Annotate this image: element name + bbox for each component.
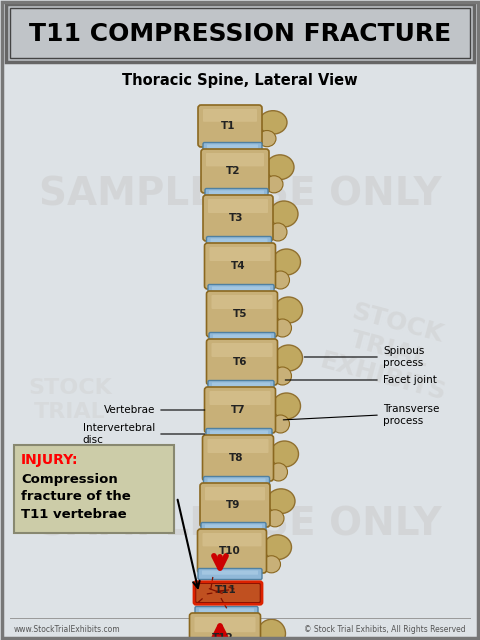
Text: STOCK
TRIAL
EXHIBITS: STOCK TRIAL EXHIBITS <box>317 295 463 405</box>
FancyBboxPatch shape <box>209 333 275 344</box>
FancyBboxPatch shape <box>203 435 274 481</box>
Text: T5: T5 <box>233 309 247 319</box>
FancyBboxPatch shape <box>207 145 258 148</box>
FancyBboxPatch shape <box>206 237 272 248</box>
FancyBboxPatch shape <box>204 387 276 433</box>
FancyBboxPatch shape <box>190 613 261 640</box>
Ellipse shape <box>274 367 291 385</box>
Ellipse shape <box>266 509 284 527</box>
FancyBboxPatch shape <box>205 189 268 200</box>
FancyBboxPatch shape <box>194 617 255 632</box>
FancyBboxPatch shape <box>209 247 271 261</box>
FancyBboxPatch shape <box>206 339 277 385</box>
Text: T2: T2 <box>226 166 240 176</box>
FancyBboxPatch shape <box>205 487 265 500</box>
Ellipse shape <box>267 489 295 513</box>
Ellipse shape <box>263 556 280 573</box>
FancyBboxPatch shape <box>207 439 268 453</box>
Text: © Stock Trial Exhibits, All Rights Reserved: © Stock Trial Exhibits, All Rights Reser… <box>304 625 466 634</box>
FancyBboxPatch shape <box>204 243 276 289</box>
Text: Intervertebral
disc: Intervertebral disc <box>83 423 155 445</box>
FancyBboxPatch shape <box>206 153 264 166</box>
FancyBboxPatch shape <box>208 285 274 296</box>
FancyBboxPatch shape <box>212 287 270 291</box>
Text: INJURY:: INJURY: <box>21 453 79 467</box>
FancyBboxPatch shape <box>198 568 262 579</box>
Ellipse shape <box>257 620 286 640</box>
FancyBboxPatch shape <box>10 8 470 58</box>
FancyBboxPatch shape <box>203 195 273 241</box>
FancyBboxPatch shape <box>212 343 273 357</box>
FancyBboxPatch shape <box>211 239 267 243</box>
FancyBboxPatch shape <box>203 533 262 547</box>
FancyBboxPatch shape <box>208 381 274 392</box>
FancyBboxPatch shape <box>212 383 270 387</box>
FancyBboxPatch shape <box>203 143 262 154</box>
Ellipse shape <box>258 131 276 147</box>
FancyBboxPatch shape <box>209 391 271 405</box>
FancyBboxPatch shape <box>204 477 269 488</box>
Ellipse shape <box>273 393 300 419</box>
Text: T8: T8 <box>229 453 243 463</box>
Text: T12: T12 <box>212 633 234 640</box>
Ellipse shape <box>274 319 291 337</box>
Ellipse shape <box>275 297 302 323</box>
FancyBboxPatch shape <box>203 109 257 122</box>
FancyBboxPatch shape <box>208 199 268 213</box>
FancyBboxPatch shape <box>207 479 265 483</box>
Ellipse shape <box>265 176 283 193</box>
Text: T10: T10 <box>219 546 241 556</box>
Text: Compression
fracture of the
T11 vertebrae: Compression fracture of the T11 vertebra… <box>21 474 131 520</box>
Text: T4: T4 <box>231 261 245 271</box>
Ellipse shape <box>269 463 288 481</box>
FancyBboxPatch shape <box>202 570 258 575</box>
Text: www.StockTrialExhibits.com: www.StockTrialExhibits.com <box>14 625 120 634</box>
FancyBboxPatch shape <box>210 431 268 435</box>
FancyBboxPatch shape <box>206 291 277 337</box>
FancyBboxPatch shape <box>199 609 254 612</box>
Ellipse shape <box>272 271 289 289</box>
Text: Facet joint: Facet joint <box>383 375 437 385</box>
FancyBboxPatch shape <box>201 149 269 193</box>
Text: SAMPLE USE ONLY: SAMPLE USE ONLY <box>39 506 441 544</box>
FancyBboxPatch shape <box>200 483 270 527</box>
FancyBboxPatch shape <box>209 191 264 195</box>
FancyBboxPatch shape <box>206 429 272 440</box>
Text: SAMPLE USE ONLY: SAMPLE USE ONLY <box>39 176 441 214</box>
Ellipse shape <box>266 155 294 180</box>
Text: T11: T11 <box>215 585 237 595</box>
Ellipse shape <box>275 345 302 371</box>
FancyBboxPatch shape <box>195 607 258 618</box>
FancyBboxPatch shape <box>212 295 273 309</box>
FancyBboxPatch shape <box>197 529 266 573</box>
FancyBboxPatch shape <box>6 4 474 62</box>
Text: Thoracic Spine, Lateral View: Thoracic Spine, Lateral View <box>122 72 358 88</box>
Text: STOCK
TRIAL: STOCK TRIAL <box>28 378 112 422</box>
Text: Transverse
process: Transverse process <box>383 404 439 426</box>
FancyBboxPatch shape <box>14 445 174 533</box>
FancyBboxPatch shape <box>195 583 261 604</box>
Text: T9: T9 <box>226 500 240 510</box>
Text: T3: T3 <box>229 213 243 223</box>
Ellipse shape <box>270 201 298 227</box>
Text: T11 COMPRESSION FRACTURE: T11 COMPRESSION FRACTURE <box>29 22 451 46</box>
Text: T6: T6 <box>233 357 247 367</box>
FancyBboxPatch shape <box>201 522 266 534</box>
Ellipse shape <box>273 249 300 275</box>
Ellipse shape <box>259 111 287 134</box>
Text: T1: T1 <box>221 121 235 131</box>
Ellipse shape <box>272 415 289 433</box>
Text: Spinous
process: Spinous process <box>383 346 424 368</box>
Text: T7: T7 <box>231 405 245 415</box>
Text: Vertebrae: Vertebrae <box>104 405 155 415</box>
Ellipse shape <box>264 535 291 559</box>
Ellipse shape <box>271 441 299 467</box>
FancyBboxPatch shape <box>198 105 262 147</box>
FancyBboxPatch shape <box>205 525 262 529</box>
Ellipse shape <box>269 223 287 241</box>
FancyBboxPatch shape <box>213 335 271 339</box>
